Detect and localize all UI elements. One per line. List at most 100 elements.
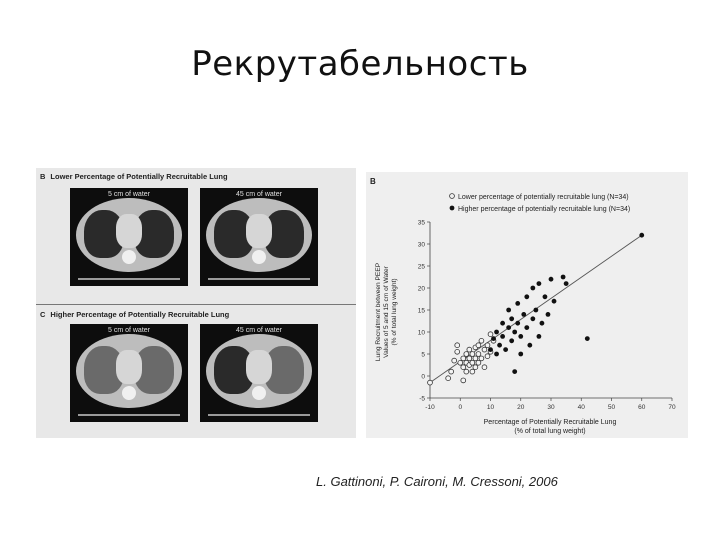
y-tick-label: 0 (421, 373, 425, 380)
data-point-higher (506, 307, 512, 313)
ct-images-panel: B Lower Percentage of Potentially Recruit… (36, 168, 356, 438)
data-point-lower (472, 364, 479, 371)
data-point-higher (584, 336, 590, 341)
data-point-lower (460, 364, 467, 371)
data-point-higher (524, 294, 530, 300)
data-point-higher (500, 320, 505, 326)
data-point-higher (515, 320, 521, 326)
data-point-lower (460, 355, 467, 362)
data-point-higher (518, 334, 524, 339)
data-point-lower (478, 355, 485, 362)
legend-higher-label: Higher percentage of potentially recruit… (458, 206, 630, 213)
data-point-higher (530, 316, 536, 322)
data-point-lower (454, 349, 461, 355)
data-point-higher (536, 281, 542, 286)
x-axis-title-line-2: (% of total lung weight) (514, 428, 585, 435)
x-tick-label: 40 (578, 404, 586, 411)
data-point-lower (445, 375, 451, 382)
ct-scan-c-right-label: 45 cm of water (236, 327, 282, 334)
x-tick-label: 10 (487, 404, 495, 411)
ct-scan-c-left: 5 cm of water (70, 324, 188, 422)
data-point-lower (457, 360, 464, 366)
data-point-lower (475, 351, 482, 357)
data-point-higher (503, 347, 509, 352)
data-point-lower (487, 331, 494, 338)
legend-lower-label: Lower percentage of potentially recruita… (458, 194, 629, 201)
data-point-lower (466, 355, 473, 362)
data-point-higher (521, 312, 527, 317)
ct-scan-b-left: 5 cm of water (70, 188, 188, 286)
data-point-lower (469, 368, 476, 375)
data-point-higher (512, 369, 518, 374)
data-point-lower (469, 351, 476, 357)
data-point-higher (527, 342, 533, 348)
data-point-higher (506, 325, 512, 330)
data-point-higher (497, 342, 502, 348)
data-point-lower (460, 377, 467, 384)
ct-scan-b-right: 45 cm of water (200, 188, 318, 286)
ct-panel-divider (36, 304, 356, 305)
x-axis-title-line-1: Percentage of Potentially Recruitable Lu… (484, 419, 617, 426)
data-point-lower (448, 368, 454, 375)
data-point-higher (491, 336, 496, 341)
y-axis-title-line-3: (% of total lung weight) (391, 278, 398, 345)
chart-panel-letter: B (370, 177, 376, 186)
x-tick-label: 50 (608, 404, 616, 411)
data-point-lower (481, 364, 488, 371)
ct-panel-c-header: C Higher Percentage of Potentially Recrui… (40, 310, 229, 319)
data-point-higher (530, 285, 536, 291)
ct-panel-b-letter: B (40, 172, 46, 181)
data-point-lower (427, 379, 433, 386)
ct-scan-c-right: 45 cm of water (200, 324, 318, 422)
data-point-higher (524, 325, 530, 330)
data-point-lower (475, 342, 482, 349)
y-axis-title-line-2: Values of 5 and 15 cm of Water (383, 265, 390, 357)
data-point-higher (518, 351, 524, 357)
data-point-higher (536, 334, 542, 339)
x-tick-label: 30 (547, 404, 555, 411)
data-point-lower (484, 342, 491, 349)
data-point-lower (451, 357, 457, 364)
ct-panel-b-title: Lower Percentage of Potentially Recruita… (50, 172, 228, 181)
data-point-lower (475, 360, 482, 366)
data-point-higher (539, 320, 545, 326)
ct-panel-c-title: Higher Percentage of Potentially Recruit… (50, 310, 230, 319)
data-point-lower (481, 346, 488, 353)
data-point-lower (454, 342, 461, 349)
scatter-chart: B Lower percentage of potentially recrui… (370, 177, 676, 435)
scatter-chart-panel: B Lower percentage of potentially recrui… (366, 172, 688, 438)
data-point-higher (512, 329, 518, 335)
data-point-higher (548, 276, 554, 282)
citation: L. Gattinoni, P. Caironi, M. Cressoni, 2… (316, 474, 558, 489)
data-point-higher (545, 312, 551, 317)
y-tick-label: 35 (418, 219, 426, 226)
legend-open-circle-marker (449, 193, 455, 199)
data-point-lower (469, 360, 476, 366)
y-tick-label: 25 (418, 263, 426, 270)
x-tick-label: -10 (425, 404, 435, 411)
y-tick-label: -5 (419, 395, 425, 402)
data-point-higher (494, 329, 499, 335)
x-tick-label: 20 (517, 404, 525, 411)
data-point-lower (466, 346, 473, 353)
data-point-lower (472, 355, 479, 362)
y-axis-title: Lung Recruitment between PEEP Values of … (375, 262, 398, 361)
y-tick-label: 20 (418, 285, 426, 292)
data-point-higher (563, 281, 569, 286)
y-tick-label: 10 (418, 329, 426, 336)
y-tick-label: 30 (418, 241, 426, 248)
data-point-lower (463, 351, 470, 357)
data-point-higher (494, 351, 499, 357)
data-point-higher (560, 274, 566, 280)
data-point-higher (551, 298, 557, 304)
data-point-lower (484, 353, 491, 360)
x-tick-label: 0 (458, 404, 462, 411)
ct-scan-b-left-label: 5 cm of water (107, 191, 150, 198)
data-point-higher (639, 232, 645, 238)
y-tick-label: 5 (421, 351, 425, 358)
ct-scan-c-left-label: 5 cm of water (107, 327, 150, 334)
legend-filled-circle-marker (449, 205, 455, 211)
x-tick-label: 70 (668, 404, 676, 411)
data-point-higher (500, 334, 505, 339)
ct-panel-c-letter: C (40, 310, 46, 319)
